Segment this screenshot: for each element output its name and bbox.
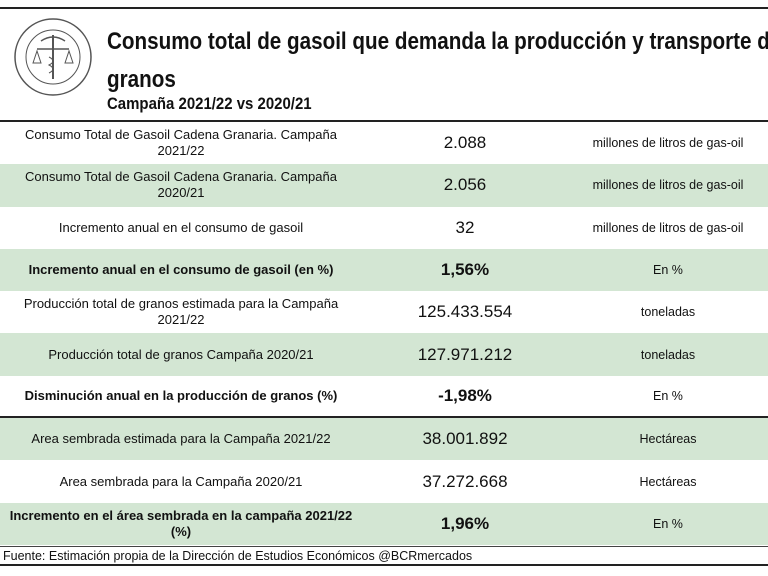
- row-value: 2.088: [443, 133, 487, 153]
- row-value: -1,98%: [438, 385, 492, 405]
- row-label: Consumo Total de Gasoil Cadena Granaria.…: [25, 169, 337, 201]
- row-label: Incremento anual en el consumo de gasoil…: [28, 262, 334, 278]
- table-row: Area sembrada para la Campaña 2020/21 37.…: [0, 460, 768, 502]
- table-row: Incremento anual en el consumo de gasoil…: [0, 248, 768, 292]
- row-unit: Hectáreas: [639, 474, 697, 489]
- row-value: 1,56%: [440, 260, 490, 280]
- row-value: 1,96%: [440, 513, 490, 533]
- row-value: 32: [455, 217, 475, 237]
- row-unit: toneladas: [640, 347, 696, 362]
- table-row: Incremento anual en el consumo de gasoil…: [0, 207, 768, 249]
- data-table: Consumo Total de Gasoil Cadena Granaria.…: [0, 122, 768, 545]
- row-value: 37.272.668: [422, 471, 508, 491]
- table-row: Area sembrada estimada para la Campaña 2…: [0, 418, 768, 461]
- row-value: 38.001.892: [422, 429, 508, 449]
- row-unit: millones de litros de gas-oil: [592, 136, 744, 151]
- row-label: Consumo Total de Gasoil Cadena Granaria.…: [25, 127, 337, 159]
- row-label: Incremento anual en el consumo de gasoil: [58, 219, 304, 235]
- header-divider: [0, 120, 768, 122]
- table-row: Producción total de granos Campaña 2020/…: [0, 333, 768, 376]
- page-title: Consumo total de gasoil que demanda la p…: [107, 28, 768, 93]
- row-unit: En %: [653, 388, 683, 403]
- row-unit: millones de litros de gas-oil: [592, 220, 744, 235]
- row-label: Area sembrada estimada para la Campaña 2…: [31, 431, 331, 447]
- source-footer: Fuente: Estimación propia de la Direcció…: [0, 546, 768, 566]
- table-row: Disminución anual en la producción de gr…: [0, 376, 768, 419]
- row-unit: En %: [653, 516, 683, 531]
- row-label: Incremento en el área sembrada en la cam…: [9, 507, 353, 539]
- table-row: Consumo Total de Gasoil Cadena Granaria.…: [0, 122, 768, 164]
- row-unit: toneladas: [640, 305, 696, 320]
- header: Consumo total de gasoil que demanda la p…: [0, 9, 768, 120]
- row-label: Producción total de granos estimada para…: [23, 296, 339, 328]
- table-row: Producción total de granos estimada para…: [0, 291, 768, 333]
- table-row: Consumo Total de Gasoil Cadena Granaria.…: [0, 164, 768, 207]
- bcr-logo-icon: [14, 18, 92, 96]
- row-label: Producción total de granos Campaña 2020/…: [48, 346, 314, 362]
- row-value: 2.056: [443, 175, 487, 195]
- row-value: 127.971.212: [417, 344, 513, 364]
- table-row: Incremento en el área sembrada en la cam…: [0, 502, 768, 545]
- row-label: Area sembrada para la Campaña 2020/21: [59, 473, 303, 489]
- row-unit: Hectáreas: [639, 432, 697, 447]
- row-unit: millones de litros de gas-oil: [592, 178, 744, 193]
- top-border: [0, 7, 768, 9]
- page-subtitle: Campaña 2021/22 vs 2020/21: [107, 94, 312, 113]
- row-label: Disminución anual en la producción de gr…: [24, 387, 338, 403]
- row-unit: En %: [653, 263, 683, 278]
- row-value: 125.433.554: [417, 302, 513, 322]
